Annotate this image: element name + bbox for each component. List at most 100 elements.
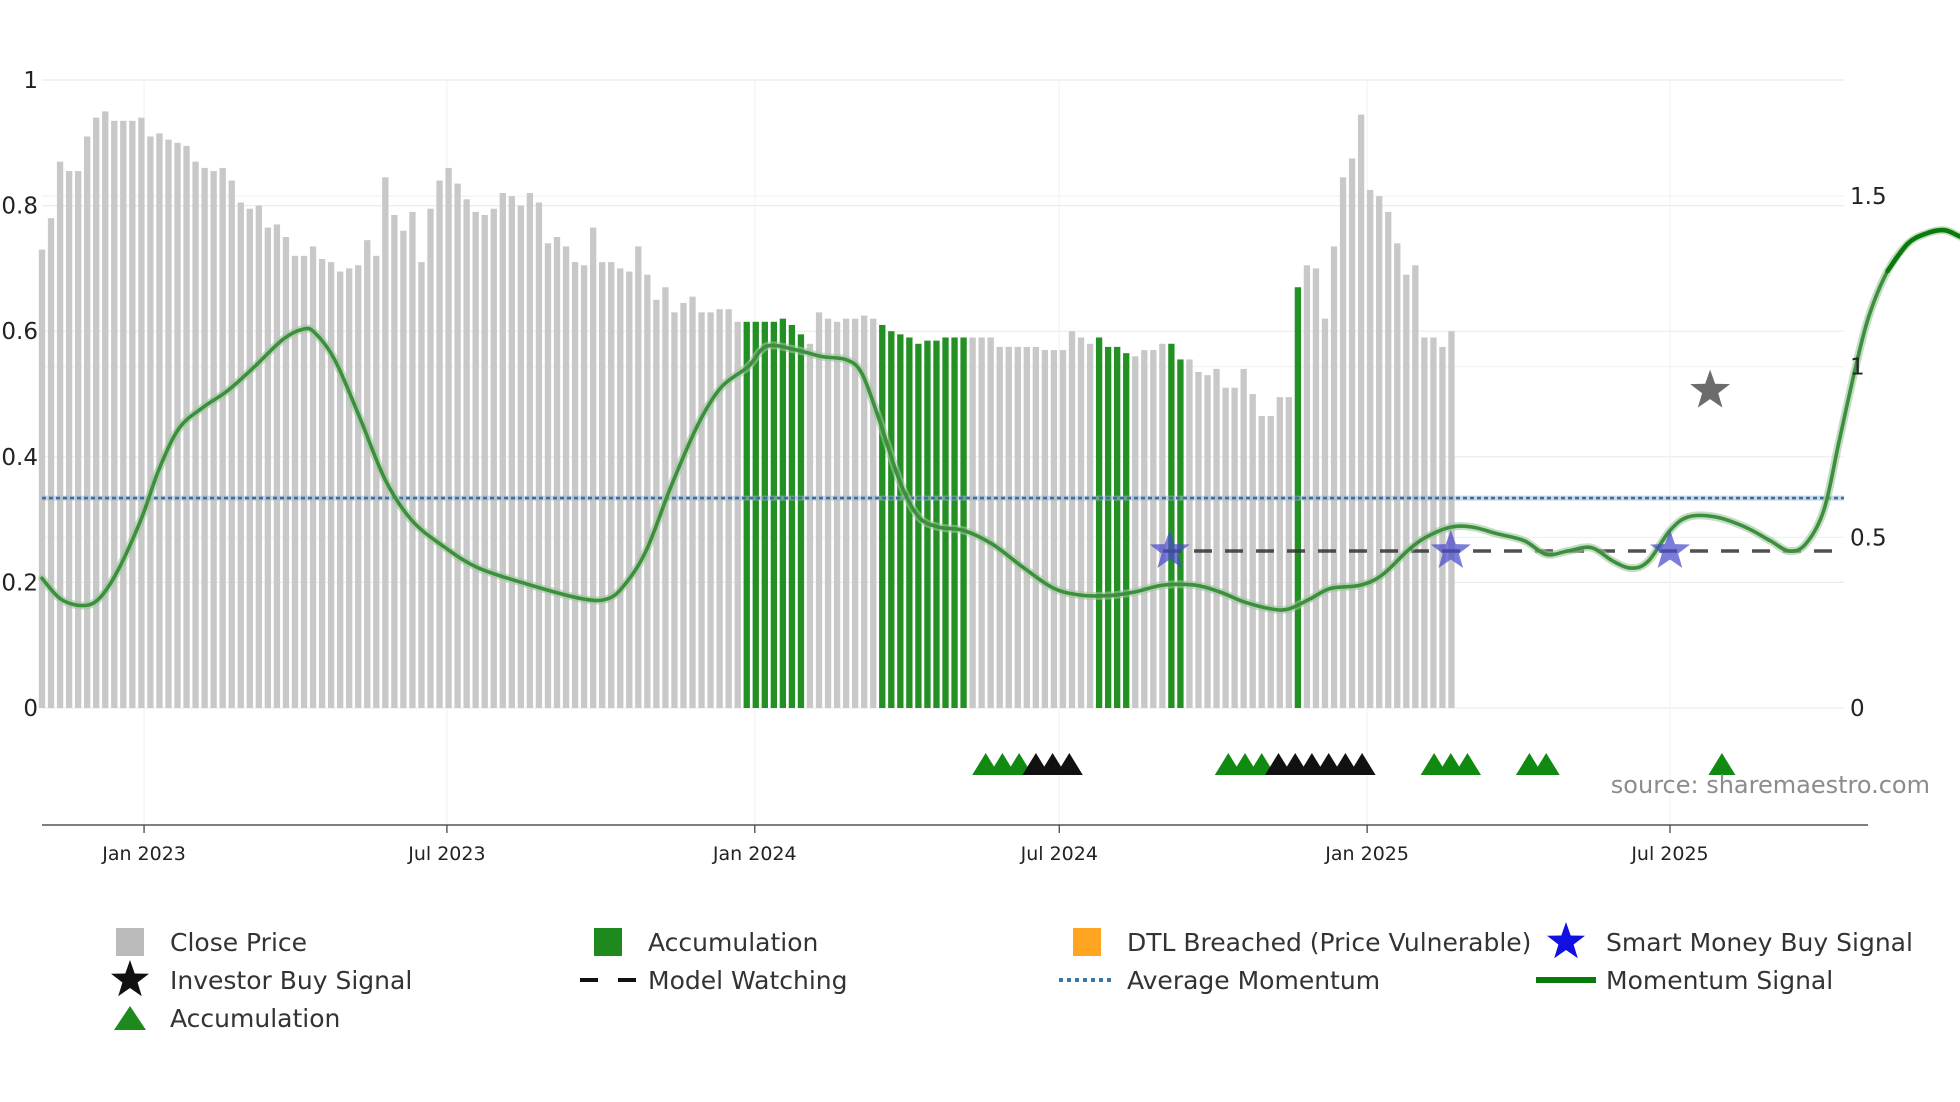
close-price-bar xyxy=(183,145,190,708)
close-price-bar xyxy=(1159,343,1166,708)
close-price-bar xyxy=(481,215,488,708)
close-price-bar xyxy=(337,271,344,708)
close-price-bar xyxy=(815,312,823,708)
accumulation-bar xyxy=(1168,343,1175,708)
close-price-bar xyxy=(969,337,976,708)
close-price-bar xyxy=(1041,350,1049,708)
date-tick-label: Jan 2024 xyxy=(712,843,797,865)
investor-buy-star xyxy=(1690,369,1731,408)
close-price-bar xyxy=(644,274,651,708)
close-price-bar xyxy=(418,262,425,708)
accumulation-bar xyxy=(915,343,922,708)
close-price-bar xyxy=(364,240,371,708)
accumulation-bar xyxy=(1177,359,1184,708)
accumulation-bar xyxy=(752,321,759,708)
legend-label: Momentum Signal xyxy=(1606,966,1833,995)
legend-triangle-icon xyxy=(114,1006,146,1030)
left-tick-label: 0.6 xyxy=(1,319,38,345)
close-price-bar xyxy=(1077,337,1085,708)
close-price-bar xyxy=(391,215,398,708)
close-price-bar xyxy=(580,265,588,708)
close-price-bar xyxy=(1312,268,1320,708)
close-price-bar xyxy=(65,171,73,708)
accumulation-markers xyxy=(972,753,1736,775)
close-price-bar xyxy=(1367,189,1374,708)
accumulation-triangle-dark xyxy=(1348,753,1376,775)
left-tick-label: 0.8 xyxy=(1,194,38,220)
close-price-bar xyxy=(237,202,244,708)
close-price-bar xyxy=(1150,350,1157,708)
accumulation-bar xyxy=(1114,346,1121,708)
legend-square-icon xyxy=(594,928,622,956)
close-price-bar xyxy=(689,296,696,708)
close-price-bar xyxy=(400,230,407,708)
close-price-bar xyxy=(210,171,217,708)
close-price-bar xyxy=(1258,415,1265,708)
close-price-bar xyxy=(346,268,353,708)
close-price-bar xyxy=(1321,318,1329,708)
legend-label: Close Price xyxy=(170,928,307,957)
close-price-bar xyxy=(47,218,55,708)
accumulation-triangle xyxy=(1532,753,1560,775)
accumulation-bar xyxy=(788,324,796,708)
accumulation-bar xyxy=(1095,337,1103,708)
close-price-bar xyxy=(1357,114,1365,709)
close-price-bar xyxy=(1141,350,1148,708)
close-price-bar xyxy=(517,205,525,708)
close-price-bar xyxy=(599,262,606,708)
source-text: source: sharemaestro.com xyxy=(1611,771,1930,799)
close-price-bar xyxy=(653,299,660,708)
accumulation-bar xyxy=(906,337,913,708)
close-price-bar xyxy=(93,117,100,709)
close-price-bar xyxy=(499,193,506,709)
close-price-bar xyxy=(38,249,46,708)
close-price-bar xyxy=(318,258,326,708)
close-price-bar xyxy=(74,171,82,708)
close-price-bar xyxy=(436,180,443,709)
close-price-bar xyxy=(1222,387,1229,708)
close-price-bar xyxy=(1050,350,1058,708)
close-price-bar xyxy=(156,133,163,708)
left-tick-label: 0.2 xyxy=(1,570,38,596)
accumulation-bar xyxy=(951,337,958,708)
accumulation-triangle xyxy=(1708,753,1736,775)
close-price-bar xyxy=(1204,375,1211,708)
legend-label: Model Watching xyxy=(648,966,848,995)
accumulation-bar xyxy=(888,331,895,708)
close-price-bar xyxy=(1213,368,1220,708)
close-price-bar xyxy=(273,224,281,708)
close-price-bar xyxy=(219,167,226,709)
close-price-bar xyxy=(589,227,597,708)
date-tick-label: Jul 2025 xyxy=(1630,843,1708,865)
close-price-bar xyxy=(562,246,570,709)
date-tick-label: Jul 2024 xyxy=(1020,843,1098,865)
left-tick-label: 0 xyxy=(23,696,38,722)
close-price-bar xyxy=(707,312,714,708)
accumulation-bar xyxy=(761,321,768,708)
smart-money-buy-star xyxy=(1430,530,1471,568)
close-price-bar xyxy=(1421,337,1428,708)
left-tick-label: 1 xyxy=(23,68,38,94)
close-price-bar xyxy=(463,199,470,708)
close-price-bar xyxy=(1330,246,1338,709)
close-price-bar xyxy=(544,243,552,708)
momentum-signal-line xyxy=(38,226,1960,615)
close-price-bar xyxy=(608,262,615,708)
legend-label: Investor Buy Signal xyxy=(170,966,412,995)
close-price-bar xyxy=(571,262,579,708)
close-price-bar xyxy=(56,161,64,708)
close-price-bar xyxy=(129,120,136,708)
close-price-bar xyxy=(1348,158,1356,708)
close-price-bar xyxy=(246,208,253,709)
close-price-bar xyxy=(1376,196,1383,708)
legend-square-icon xyxy=(116,928,144,956)
close-price-bar xyxy=(409,211,416,708)
accumulation-bar xyxy=(960,337,967,708)
accumulation-bar xyxy=(779,318,787,708)
close-price-bar xyxy=(617,268,624,708)
legend-square-icon xyxy=(1073,928,1101,956)
close-price-bar xyxy=(264,227,272,708)
close-price-bar xyxy=(1403,274,1410,708)
accumulation-bar xyxy=(797,334,805,708)
